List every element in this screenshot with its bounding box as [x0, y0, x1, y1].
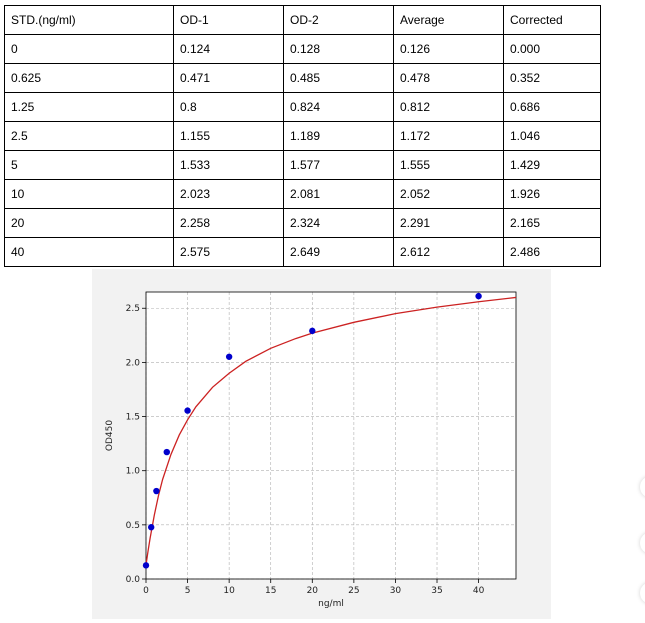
table-cell: 1.189: [283, 121, 394, 151]
data-point: [225, 353, 233, 360]
x-tick-label: 35: [431, 586, 442, 596]
table-cell: 2.612: [393, 237, 504, 267]
table-cell: 2.5: [4, 121, 174, 151]
table-cell: 2.575: [173, 237, 284, 267]
y-tick-label: 2.0: [126, 358, 141, 368]
table-cell: 20: [4, 208, 174, 238]
table-cell: 1.555: [393, 150, 504, 180]
x-tick-label: 10: [223, 586, 235, 596]
table-cell: 1.172: [393, 121, 504, 151]
y-axis-label: OD450: [105, 420, 115, 451]
data-point: [142, 562, 150, 569]
table-cell: 2.291: [393, 208, 504, 238]
table-cell: 2.023: [173, 179, 284, 209]
data-point: [153, 487, 160, 495]
y-tick-label: 1.5: [126, 413, 140, 423]
x-tick-label: 30: [390, 586, 402, 596]
table-header-cell: Corrected: [503, 5, 601, 35]
plot-area: [146, 292, 516, 579]
table-header-cell: OD-1: [173, 5, 284, 35]
chart-panel: 0 5 10 15 20 25 30 35 40 0.0 0.5 1.0 1.5 2.0 2.5 ng/ml O…: [92, 269, 551, 619]
x-tick-label: 0: [143, 586, 149, 596]
table-cell: 0.824: [283, 92, 394, 122]
table-cell: 10: [4, 179, 174, 209]
table-cell: 0.686: [503, 92, 601, 122]
table-cell: 2.081: [283, 179, 394, 209]
table-cell: 1.533: [173, 150, 284, 180]
table-cell: 0.485: [283, 63, 394, 93]
y-tick-label: 2.5: [126, 304, 140, 314]
table-cell: 0.352: [503, 63, 601, 93]
table-header-cell: Average: [393, 5, 504, 35]
table-header-cell: OD-2: [283, 5, 394, 35]
table-cell: 0.625: [4, 63, 174, 93]
y-tick-label: 1.0: [126, 467, 141, 477]
scroll-button-2[interactable]: [640, 532, 645, 554]
x-tick-label: 25: [348, 586, 359, 596]
table-row: 40 2.575 2.649 2.612 2.486: [4, 237, 601, 267]
table-cell: 0.126: [393, 34, 504, 64]
table-cell: 5: [4, 150, 174, 180]
table-cell: 2.324: [283, 208, 394, 238]
table-cell: 0.812: [393, 92, 504, 122]
table-cell: 2.258: [173, 208, 284, 238]
data-point: [147, 524, 155, 531]
table-row: 1.25 0.8 0.824 0.812 0.686: [4, 92, 601, 122]
data-point: [163, 448, 170, 456]
data-point: [475, 292, 482, 300]
table-cell: 2.486: [503, 237, 601, 267]
table-cell: 0.8: [173, 92, 284, 122]
standard-table: STD.(ng/ml) OD-1 OD-2 Average Corrected 0 0.12…: [4, 5, 601, 267]
table-row: 0.625 0.471 0.485 0.478 0.352: [4, 63, 601, 93]
table-cell: 1.577: [283, 150, 394, 180]
scroll-button-1[interactable]: [640, 476, 645, 498]
table-cell: 1.429: [503, 150, 601, 180]
fit-curve-line: [145, 296, 517, 566]
table-row: 0 0.124 0.128 0.126 0.000: [4, 34, 601, 64]
x-tick-label: 20: [307, 586, 319, 596]
table-cell: 2.649: [283, 237, 394, 267]
table-cell: 2.165: [503, 208, 601, 238]
table-cell: 1.25: [4, 92, 174, 122]
table-cell: 0.478: [393, 63, 504, 93]
table-cell: 0.000: [503, 34, 601, 64]
table-row: 10 2.023 2.081 2.052 1.926: [4, 179, 601, 209]
table-cell: 2.052: [393, 179, 504, 209]
table-cell: 1.155: [173, 121, 284, 151]
x-tick-label: 15: [265, 586, 276, 596]
table-header-cell: STD.(ng/ml): [4, 5, 174, 35]
table-cell: 40: [4, 237, 174, 267]
table-row: 2.5 1.155 1.189 1.172 1.046: [4, 121, 601, 151]
table-cell: 1.046: [503, 121, 601, 151]
table-row: 20 2.258 2.324 2.291 2.165: [4, 208, 601, 238]
plot-frame: [145, 291, 517, 580]
table-cell: 0.124: [173, 34, 284, 64]
x-axis-label: ng/ml: [318, 599, 344, 609]
x-tick-label: 5: [185, 586, 191, 596]
y-tick-label: 0.5: [126, 521, 140, 531]
x-tick-label: 40: [473, 586, 485, 596]
table-cell: 0.128: [283, 34, 394, 64]
data-point: [309, 327, 316, 335]
data-point: [184, 407, 191, 414]
standard-curve-chart: 0 5 10 15 20 25 30 35 40 0.0 0.5 1.0 1.5 2.0 2.5 ng/ml O…: [105, 291, 517, 609]
table-cell: 0.471: [173, 63, 284, 93]
y-tick-label: 0.0: [126, 575, 141, 585]
table-cell: 1.926: [503, 179, 601, 209]
table-cell: 0: [4, 34, 174, 64]
table-header-row: STD.(ng/ml) OD-1 OD-2 Average Corrected: [4, 5, 601, 35]
table-row: 5 1.533 1.577 1.555 1.429: [4, 150, 601, 180]
scroll-button-3[interactable]: [640, 582, 645, 604]
